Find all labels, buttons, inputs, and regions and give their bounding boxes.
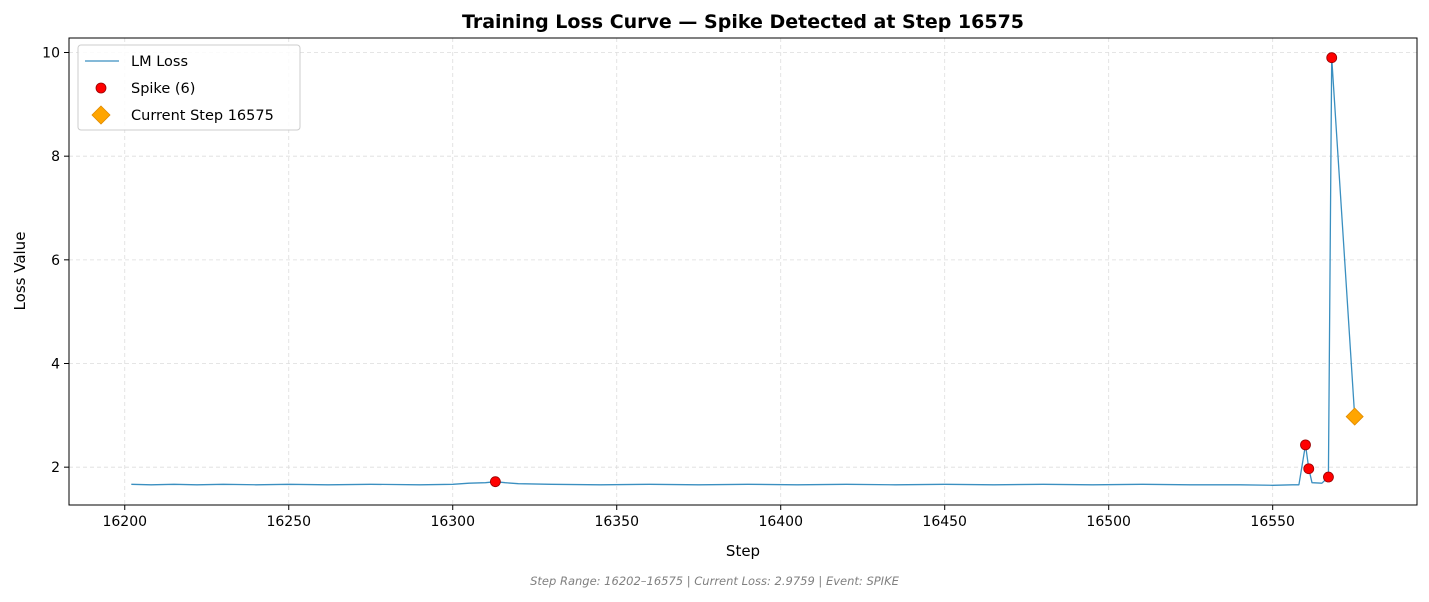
lm-loss-line: [131, 57, 1356, 486]
y-tick-label: 2: [51, 460, 60, 476]
y-tick-label: 4: [51, 357, 60, 373]
legend: LM Loss Spike (6) Current Step 16575: [77, 44, 301, 131]
y-tick-label: 10: [42, 46, 60, 62]
x-tick-label: 16200: [102, 514, 147, 530]
x-tick-label: 16300: [430, 514, 475, 530]
legend-label-lm-loss: LM Loss: [131, 54, 188, 70]
x-tick-label: 16400: [758, 514, 803, 530]
chart-title: Training Loss Curve — Spike Detected at …: [462, 11, 1024, 33]
spike-point: [1300, 439, 1311, 451]
legend-box: [77, 44, 301, 131]
plot-series: [131, 52, 1364, 488]
spike-point: [1323, 471, 1334, 483]
x-tick-label: 16450: [922, 514, 967, 530]
y-tick-label: 6: [51, 253, 60, 269]
x-tick-label: 16250: [266, 514, 311, 530]
axis-ticks: 16200 16250 16300 16350 16400 16450 16500 16550…: [42, 46, 1295, 530]
current-step-marker: [1345, 407, 1364, 426]
x-tick-label: 16350: [594, 514, 639, 530]
y-tick-label: 8: [51, 149, 60, 165]
x-tick-label: 16550: [1250, 514, 1295, 530]
spike-point: [1303, 463, 1315, 475]
y-axis-label: Loss Value: [11, 232, 29, 311]
legend-current-swatch: [91, 105, 111, 125]
plot-frame: [68, 37, 1418, 506]
spike-point: [1326, 52, 1338, 64]
spike-point: [489, 476, 501, 488]
x-tick-label: 16500: [1086, 514, 1131, 530]
chart-canvas: Training Loss Curve — Spike Detected at …: [11, 11, 1418, 560]
grid-lines: [69, 38, 1417, 505]
legend-label-current: Current Step 16575: [131, 108, 274, 124]
x-axis-label: Step: [726, 542, 760, 560]
footer-note: Step Range: 16202–16575 | Current Loss: …: [530, 574, 899, 588]
legend-label-spike: Spike (6): [131, 81, 195, 97]
legend-spike-swatch: [95, 82, 107, 94]
